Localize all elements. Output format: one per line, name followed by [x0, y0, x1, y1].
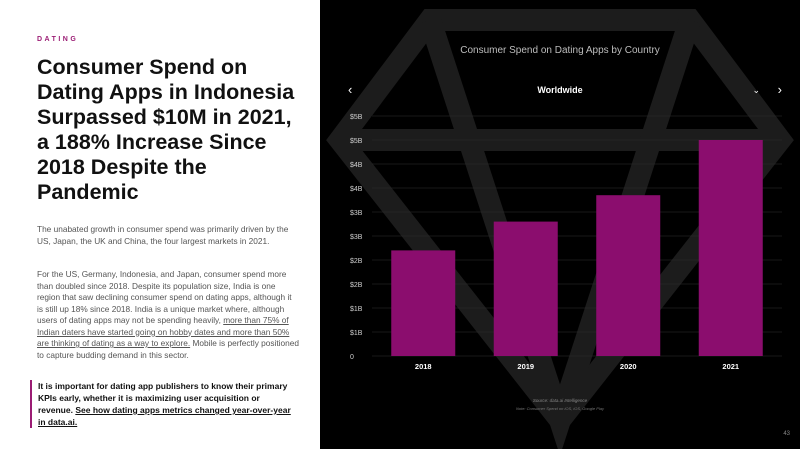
headline: Consumer Spend on Dating Apps in Indones…	[37, 55, 295, 204]
region-selector: ‹ Worldwide ⌄ ›	[340, 82, 782, 98]
y-tick-label: $3B	[350, 234, 363, 241]
y-tick-label: $4B	[350, 186, 363, 193]
y-tick-label: $4B	[350, 162, 363, 169]
source-note: Source: data.ai Intelligence	[532, 398, 588, 403]
region-label: Worldwide	[537, 85, 583, 95]
section-tag: DATING	[37, 36, 79, 43]
bar-2019	[493, 221, 558, 356]
chevron-down-icon[interactable]: ⌄	[752, 85, 760, 95]
callout-text: It is important for dating app publisher…	[38, 381, 288, 415]
chart-title: Consumer Spend on Dating Apps by Country	[460, 45, 660, 56]
previous-arrow-icon[interactable]: ‹	[348, 82, 353, 97]
callout: It is important for dating app publisher…	[30, 380, 293, 428]
detail-paragraph: For the US, Germany, Indonesia, and Japa…	[37, 269, 299, 361]
y-tick-label: 0	[350, 354, 354, 361]
left-panel: DATING Consumer Spend on Dating Apps in …	[0, 0, 320, 449]
y-tick-label: $5B	[350, 114, 363, 121]
y-tick-label: $2B	[350, 258, 363, 265]
bar-chart: 0 $1B $1B $2B $2B $3B $3B $4B $4B $5B $5B 2018 2019 2…	[350, 114, 782, 371]
detail-text-end: Mobile is perfectly positioned to captur…	[37, 338, 299, 360]
y-tick-label: $1B	[350, 306, 363, 313]
y-tick-label: $1B	[350, 330, 363, 337]
detail-text: For the US, Germany, Indonesia, and Japa…	[37, 269, 292, 325]
x-tick-label: 2018	[415, 362, 432, 371]
x-tick-label: 2021	[722, 362, 739, 371]
bar-2021	[698, 140, 763, 356]
bar-2018	[391, 250, 456, 356]
chart-panel: Consumer Spend on Dating Apps by Country…	[320, 0, 800, 449]
footnote: Note: Consumer Spend on iOS, iOS, Google…	[515, 406, 605, 411]
x-tick-label: 2019	[517, 362, 534, 371]
y-tick-label: $3B	[350, 210, 363, 217]
bar-2020	[596, 195, 661, 356]
intro-paragraph: The unabated growth in consumer spend wa…	[37, 224, 289, 246]
page-number: 43	[783, 431, 790, 437]
x-tick-label: 2020	[620, 362, 637, 371]
y-tick-label: $5B	[350, 138, 363, 145]
next-arrow-icon[interactable]: ›	[777, 82, 782, 97]
hobby-dates-link[interactable]: more than 75% of Indian daters have star…	[37, 315, 290, 348]
y-tick-label: $2B	[350, 282, 363, 289]
metrics-link[interactable]: See how dating apps metrics changed year…	[38, 405, 291, 427]
